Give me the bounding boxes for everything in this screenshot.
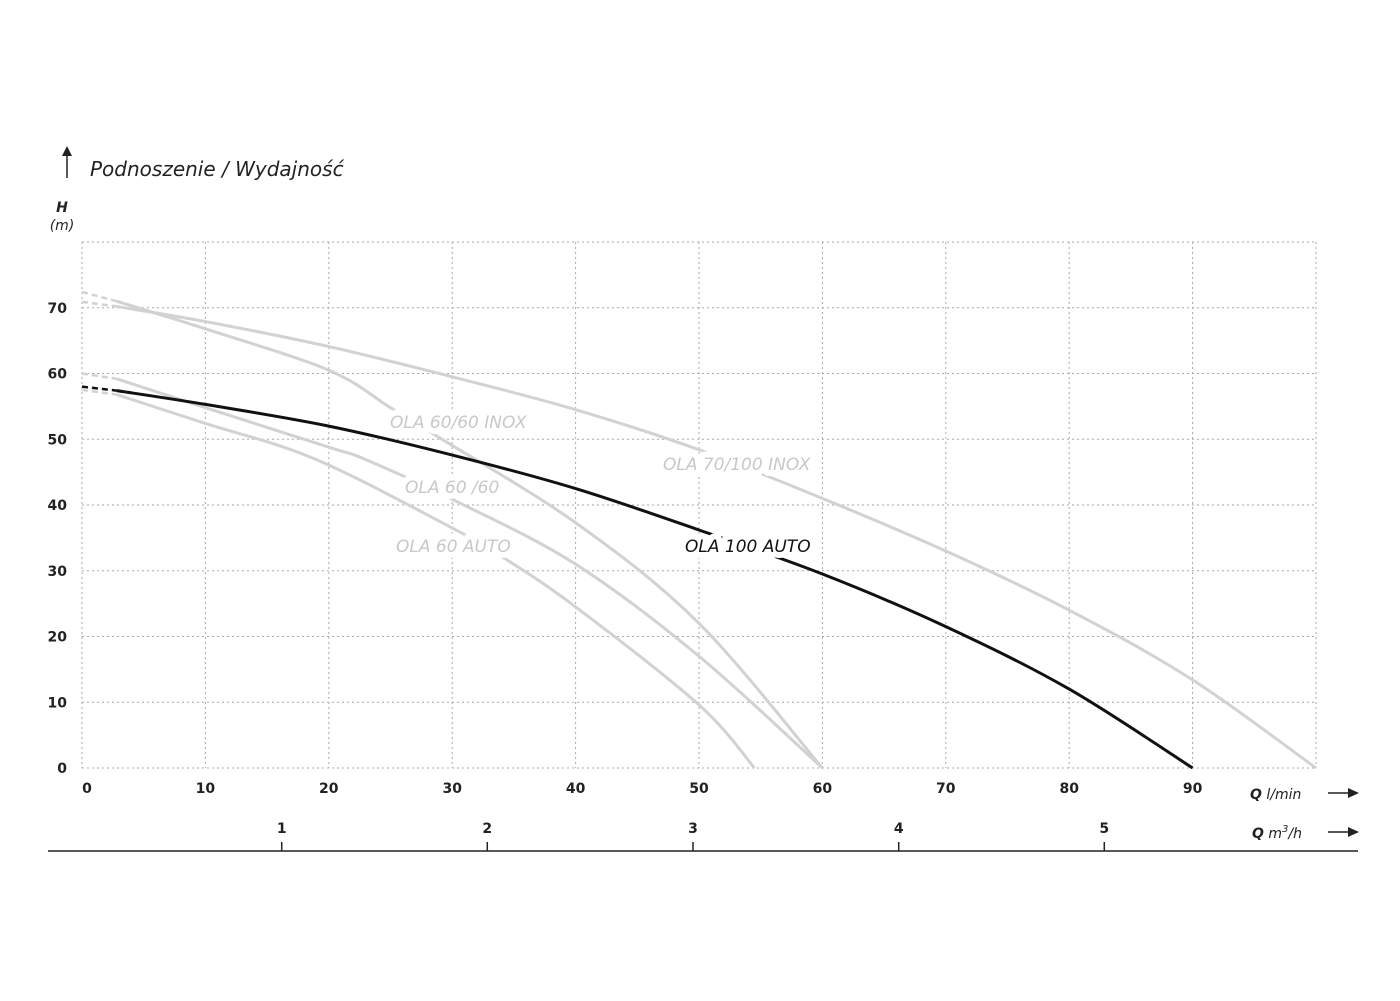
series-extrapolation-ola-60-auto [81, 388, 117, 396]
series-label-ola-60-auto: OLA 60 AUTO [396, 537, 511, 557]
x2-tick-label: 2 [482, 821, 492, 837]
x2-tick-label: 5 [1099, 821, 1109, 837]
x-tick-label: 50 [689, 781, 709, 797]
series-line-ola-60-60-inox [116, 299, 824, 769]
x-tick-label: 40 [566, 781, 586, 797]
x2-axis-label-unit: m [1268, 826, 1282, 842]
x2-tick-label: 4 [894, 821, 904, 837]
x-tick-label: 0 [82, 781, 92, 797]
x2-arrow-icon [1328, 827, 1359, 837]
x2-axis-label-sup: 3 [1282, 824, 1288, 835]
x2-tick-label: 3 [688, 821, 698, 837]
x-tick-label: 60 [813, 781, 833, 797]
x-tick-label: 10 [196, 781, 216, 797]
x-tick-label: 70 [936, 781, 956, 797]
series-label-ola-60-60-inox: OLA 60/60 INOX [390, 413, 527, 433]
y-tick-label: 40 [48, 498, 68, 514]
y-axis-label: H [56, 200, 68, 216]
y-tick-label: 10 [48, 695, 68, 711]
series-line-ola-100-auto [116, 389, 1194, 770]
series-label-ola-60-60: OLA 60 /60 [405, 478, 499, 498]
x-tick-label: 80 [1059, 781, 1079, 797]
y-tick-label: 70 [48, 301, 68, 317]
y-tick-label: 60 [48, 367, 68, 383]
y-tick-label: 50 [48, 432, 68, 448]
grid [81, 241, 1317, 769]
series-extrapolation-ola-60-60-inox [81, 290, 117, 303]
series-extrapolation-ola-100-auto [81, 385, 117, 392]
series-extrapolation-ola-70-100-inox [81, 300, 117, 308]
axes: Podnoszenie / Wydajność H (m) Q l/min Q … [48, 146, 1359, 852]
y-tick-label: 30 [48, 564, 68, 580]
x2-axis-label-tail: /h [1286, 826, 1302, 842]
series-line-ola-70-100-inox [116, 304, 1317, 770]
x2-tick-label: 1 [277, 821, 287, 837]
y-arrow-icon [62, 146, 72, 156]
y-axis-unit: (m) [50, 218, 75, 234]
series-line-ola-60-auto [116, 393, 756, 769]
series-group [81, 290, 1317, 770]
series-label-ola-100-auto: OLA 100 AUTO [685, 537, 811, 557]
x-axis-label-unit: l/min [1266, 787, 1301, 803]
x-tick-label: 30 [442, 781, 462, 797]
y-tick-label: 0 [57, 761, 67, 777]
x-arrow-icon [1328, 788, 1359, 798]
x2-axis-label: Q m3/h [1252, 824, 1302, 842]
x-axis-label: Q l/min [1250, 787, 1301, 803]
series-extrapolation-ola-60-60 [81, 372, 117, 380]
series-label-ola-70-100-inox: OLA 70/100 INOX [663, 455, 811, 475]
x-axis-label-q: Q [1250, 787, 1262, 803]
x2-axis-label-q: Q [1252, 826, 1264, 842]
y-tick-label: 20 [48, 630, 68, 646]
x-tick-label: 20 [319, 781, 339, 797]
x-tick-label: 90 [1183, 781, 1203, 797]
series-line-ola-60-60 [116, 377, 824, 770]
series-labels: OLA 60/60 INOX OLA 70/100 INOX OLA 60 /60 O… [384, 407, 817, 563]
chart-title: Podnoszenie / Wydajność [90, 157, 345, 181]
